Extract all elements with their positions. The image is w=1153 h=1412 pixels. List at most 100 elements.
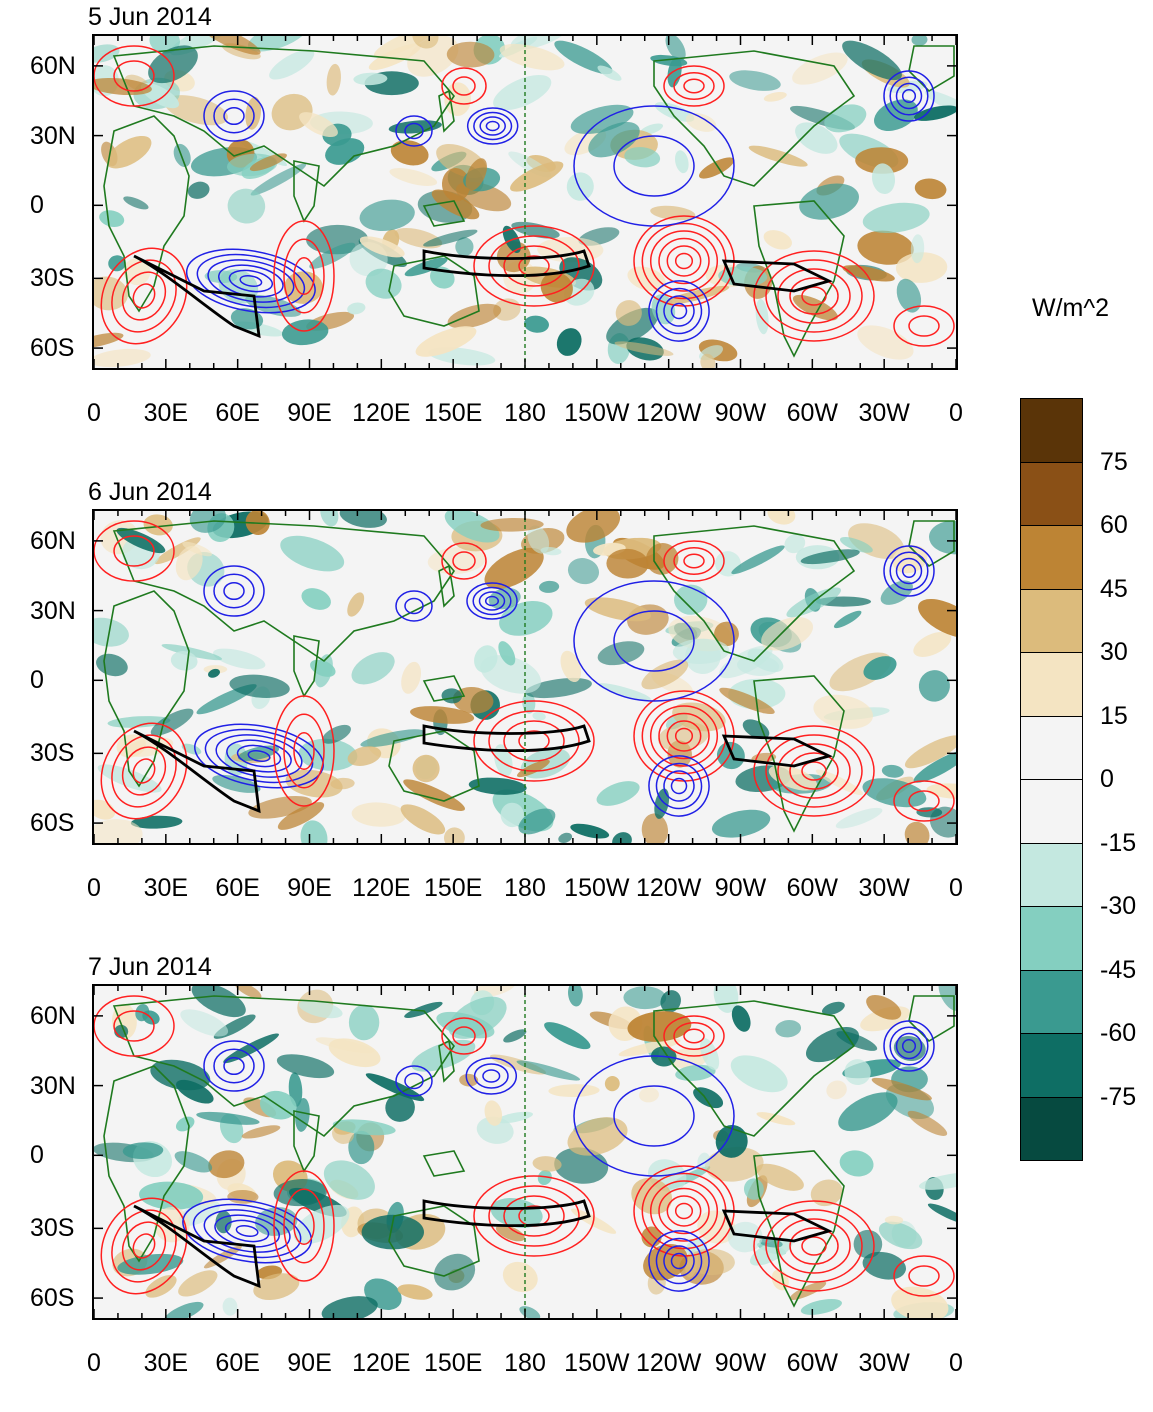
anomaly-blob	[641, 1226, 662, 1248]
lon-tick-label: 120W	[636, 874, 702, 902]
coastline	[388, 255, 480, 327]
anomaly-blob	[857, 325, 914, 360]
anomaly-blob	[556, 328, 582, 356]
anomaly-blob	[397, 1284, 433, 1300]
positive-contour	[100, 722, 188, 820]
lat-tick-label: 0	[30, 1141, 44, 1170]
coastline	[388, 730, 480, 802]
negative-contour	[466, 107, 519, 145]
lon-tick-label: 150W	[564, 1349, 630, 1377]
anomaly-blob	[227, 188, 266, 224]
anomaly-blob	[660, 990, 681, 1013]
colorbar-cell	[1020, 398, 1083, 463]
anomaly-blob	[415, 326, 477, 357]
anomaly-blob	[904, 821, 930, 843]
negative-contour	[473, 1063, 509, 1089]
negative-contour	[889, 551, 929, 591]
negative-contour	[482, 1069, 501, 1083]
positive-contour	[673, 1021, 715, 1051]
anomaly-blob	[705, 1146, 764, 1182]
anomaly-blob	[208, 668, 220, 678]
positive-contour	[441, 542, 487, 580]
negative-contour	[247, 749, 271, 763]
positive-contour	[658, 712, 710, 760]
lon-tick-label: 90W	[714, 874, 767, 902]
coastline	[422, 1150, 466, 1177]
anomaly-blob	[913, 749, 956, 783]
positive-contour	[94, 45, 175, 107]
anomaly-blob	[881, 764, 904, 778]
negative-contour	[466, 582, 518, 620]
negative-contour	[203, 1209, 291, 1253]
positive-contour	[113, 1010, 155, 1042]
anomaly-blob	[510, 161, 564, 192]
positive-contour	[801, 761, 827, 781]
anomaly-blob	[330, 777, 355, 790]
anomaly-blob	[842, 265, 895, 282]
positive-contour	[488, 235, 580, 297]
positive-contour	[473, 1175, 595, 1257]
lat-tick-label: 60S	[30, 1284, 75, 1313]
anomaly-blob	[756, 1112, 796, 1126]
anomaly-blob	[821, 1001, 845, 1016]
negative-contour	[883, 545, 935, 597]
anomaly-blob	[180, 1009, 229, 1037]
lon-tick-label: 30W	[858, 874, 910, 902]
anomaly-blob	[606, 548, 649, 579]
anomaly-blob	[495, 1224, 525, 1242]
negative-contour	[663, 295, 695, 327]
threshold-contour	[422, 249, 591, 278]
anomaly-blob	[365, 1073, 425, 1102]
anomaly-blob	[896, 278, 922, 313]
lon-tick-label: 0	[87, 874, 101, 902]
anomaly-blob	[672, 702, 726, 732]
anomaly-blob	[742, 719, 770, 739]
map-plot	[92, 34, 958, 370]
anomaly-blob	[878, 1221, 923, 1250]
negative-contour	[223, 106, 245, 126]
anomaly-blob	[189, 511, 227, 533]
negative-contour	[895, 557, 923, 585]
anomaly-blob	[347, 302, 366, 315]
anomaly-blob	[368, 43, 422, 71]
anomaly-blob	[353, 72, 388, 86]
positive-contour	[488, 1185, 580, 1247]
threshold-contour	[133, 729, 261, 814]
colorbar-label: -30	[1100, 892, 1137, 920]
anomaly-blob	[654, 788, 670, 819]
anomaly-blob	[539, 580, 560, 593]
anomaly-blob	[227, 1189, 259, 1204]
positive-contour	[111, 1209, 177, 1283]
positive-contour	[777, 1218, 851, 1274]
anomaly-blob	[910, 234, 925, 264]
anomaly-blob	[884, 1215, 904, 1225]
panel-title: 5 Jun 2014	[88, 3, 212, 31]
anomaly-blob	[234, 986, 262, 999]
coastline	[753, 1150, 845, 1308]
anomaly-blob	[674, 150, 689, 174]
anomaly-blob	[321, 1296, 378, 1318]
anomaly-blob	[390, 140, 429, 166]
anomaly-blob	[326, 63, 341, 96]
anomaly-blob	[484, 547, 544, 589]
anomaly-blob	[824, 104, 867, 133]
negative-contour	[192, 1203, 302, 1259]
anomaly-blob	[838, 1092, 898, 1132]
anomaly-blob	[164, 95, 228, 126]
anomaly-blob	[871, 1077, 932, 1101]
anomaly-blob	[494, 744, 513, 777]
anomaly-blob	[322, 724, 351, 744]
positive-contour	[674, 727, 694, 745]
negative-contour	[901, 563, 917, 579]
anomaly-blob	[299, 112, 338, 138]
positive-contour	[452, 1026, 476, 1046]
positive-contour	[283, 1188, 325, 1264]
negative-contour	[404, 1072, 424, 1090]
anomaly-blob	[412, 754, 440, 783]
negative-contour	[648, 1230, 710, 1292]
positive-contour	[908, 1265, 940, 1287]
anomaly-blob	[623, 986, 667, 1010]
anomaly-blob	[446, 41, 495, 68]
negative-contour	[663, 1245, 695, 1277]
lon-tick-label: 60W	[786, 874, 839, 902]
